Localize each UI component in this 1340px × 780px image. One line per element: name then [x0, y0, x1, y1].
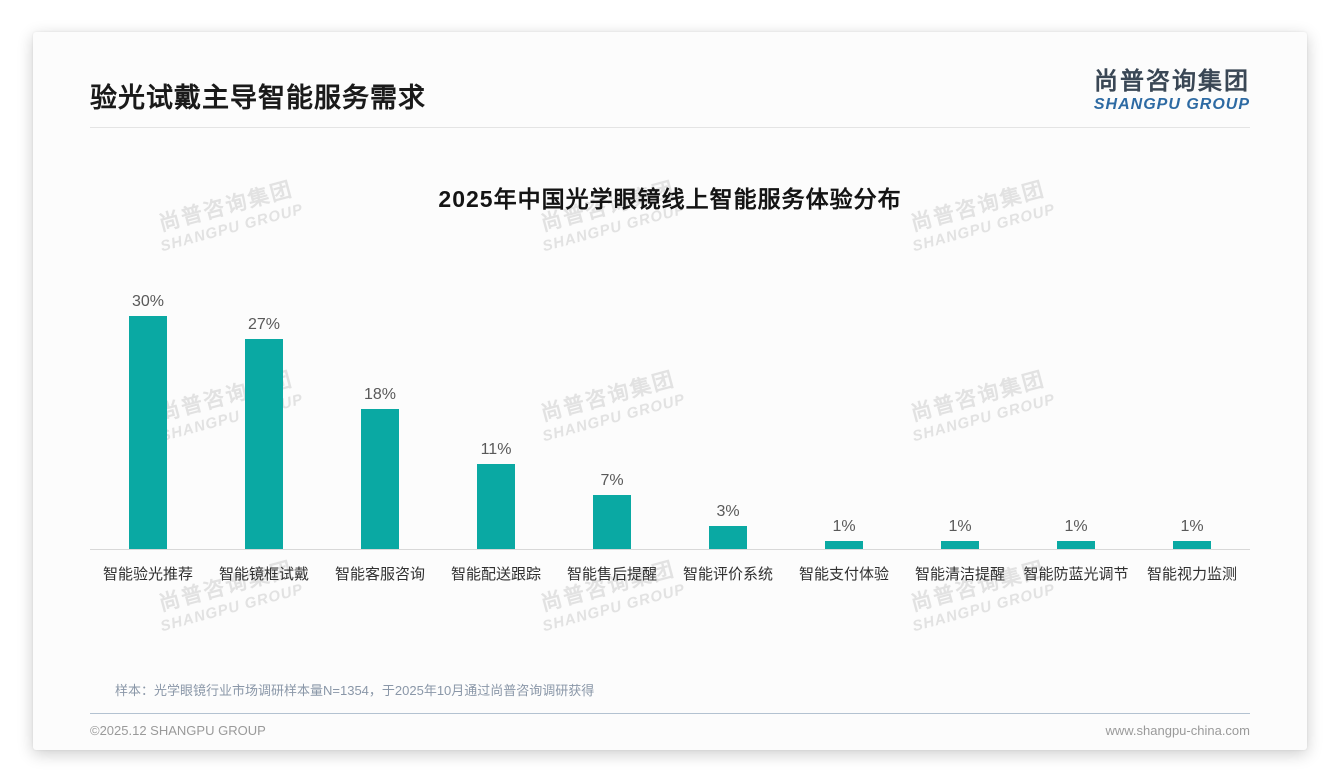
- category-label: 智能清洁提醒: [914, 566, 1005, 583]
- sample-note: 样本：光学眼镜行业市场调研样本量N=1354，于2025年10月通过尚普咨询调研…: [115, 683, 595, 698]
- category-label: 智能售后提醒: [566, 566, 657, 583]
- footer: ©2025.12 SHANGPU GROUP www.shangpu-china…: [90, 723, 1250, 738]
- category-label: 智能验光推荐: [102, 566, 193, 583]
- footer-divider: [90, 713, 1250, 714]
- category-label: 智能评价系统: [682, 566, 773, 583]
- bar: [477, 464, 515, 549]
- bar: [361, 409, 399, 549]
- bar-value-label: 1%: [832, 518, 856, 535]
- slide-card: 尚普咨询集团 SHANGPU GROUP 尚普咨询集团 SHANGPU GROUP 尚普…: [33, 32, 1307, 750]
- bar-value-label: 11%: [480, 441, 512, 458]
- category-label: 智能客服咨询: [334, 566, 425, 583]
- bar: [129, 316, 167, 549]
- bar: [593, 495, 631, 549]
- bar: [1173, 541, 1211, 549]
- bar-column: 3%: [670, 503, 786, 549]
- bar-column: 1%: [902, 518, 1018, 549]
- bar-value-label: 18%: [363, 386, 397, 403]
- bar-column: 1%: [1134, 518, 1250, 549]
- bar-value-label: 30%: [131, 293, 165, 310]
- bar-value-label: 7%: [600, 472, 624, 489]
- bar-value-label: 27%: [247, 316, 281, 333]
- bar-column: 7%: [554, 472, 670, 549]
- bar-value-label: 1%: [1064, 518, 1088, 535]
- category-label: 智能支付体验: [798, 566, 889, 583]
- chart-title: 2025年中国光学眼镜线上智能服务体验分布: [438, 186, 902, 212]
- website-url: www.shangpu-china.com: [1105, 723, 1250, 738]
- bar-column: 18%: [322, 386, 438, 549]
- bar: [941, 541, 979, 549]
- page-title: 验光试戴主导智能服务需求: [90, 83, 426, 113]
- bar-column: 30%: [90, 293, 206, 549]
- category-labels-row: 智能验光推荐 智能镜框试戴 智能客服咨询 智能配送跟踪 智能售后提醒 智能评价系统 智能支付…: [90, 550, 1250, 584]
- company-logo: 尚普咨询集团 SHANGPU GROUP: [1094, 68, 1250, 114]
- bar: [245, 339, 283, 549]
- bar-column: 27%: [206, 316, 322, 549]
- bar-value-label: 1%: [948, 518, 972, 535]
- bar: [1057, 541, 1095, 549]
- bar-column: 1%: [1018, 518, 1134, 549]
- logo-text-en: SHANGPU GROUP: [1093, 95, 1250, 113]
- bar-column: 11%: [438, 441, 554, 549]
- bar-value-label: 1%: [1180, 518, 1204, 535]
- bars-row: 30% 27% 18% 11% 7% 3% 1% 1% 1% 1%: [90, 250, 1250, 550]
- bar-chart: 30% 27% 18% 11% 7% 3% 1% 1% 1% 1% 智能验光推荐 智能镜框试戴 智能客…: [90, 250, 1250, 584]
- bar-column: 1%: [786, 518, 902, 549]
- bar-value-label: 3%: [716, 503, 740, 520]
- category-label: 智能配送跟踪: [450, 566, 541, 583]
- header-divider: [90, 127, 1250, 128]
- bar: [825, 541, 863, 549]
- header: 验光试戴主导智能服务需求 尚普咨询集团 SHANGPU GROUP: [90, 32, 1250, 115]
- logo-text-cn: 尚普咨询集团: [1094, 68, 1250, 95]
- bar: [709, 526, 747, 549]
- category-label: 智能镜框试戴: [218, 566, 309, 583]
- copyright-text: ©2025.12 SHANGPU GROUP: [90, 723, 266, 738]
- category-label: 智能防蓝光调节: [1023, 566, 1129, 583]
- category-label: 智能视力监测: [1146, 566, 1237, 583]
